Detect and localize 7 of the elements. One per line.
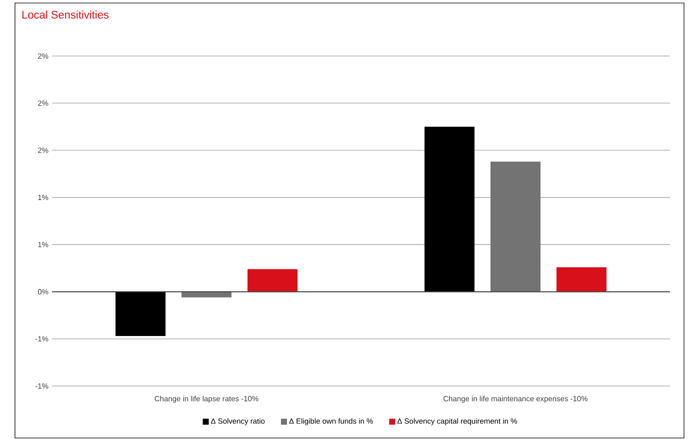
bar <box>556 267 606 292</box>
bar <box>182 292 232 298</box>
bar <box>490 162 540 292</box>
chart-title: Local Sensitivities <box>22 10 109 19</box>
bar <box>248 269 298 292</box>
bar <box>424 126 474 292</box>
bar <box>116 292 166 336</box>
